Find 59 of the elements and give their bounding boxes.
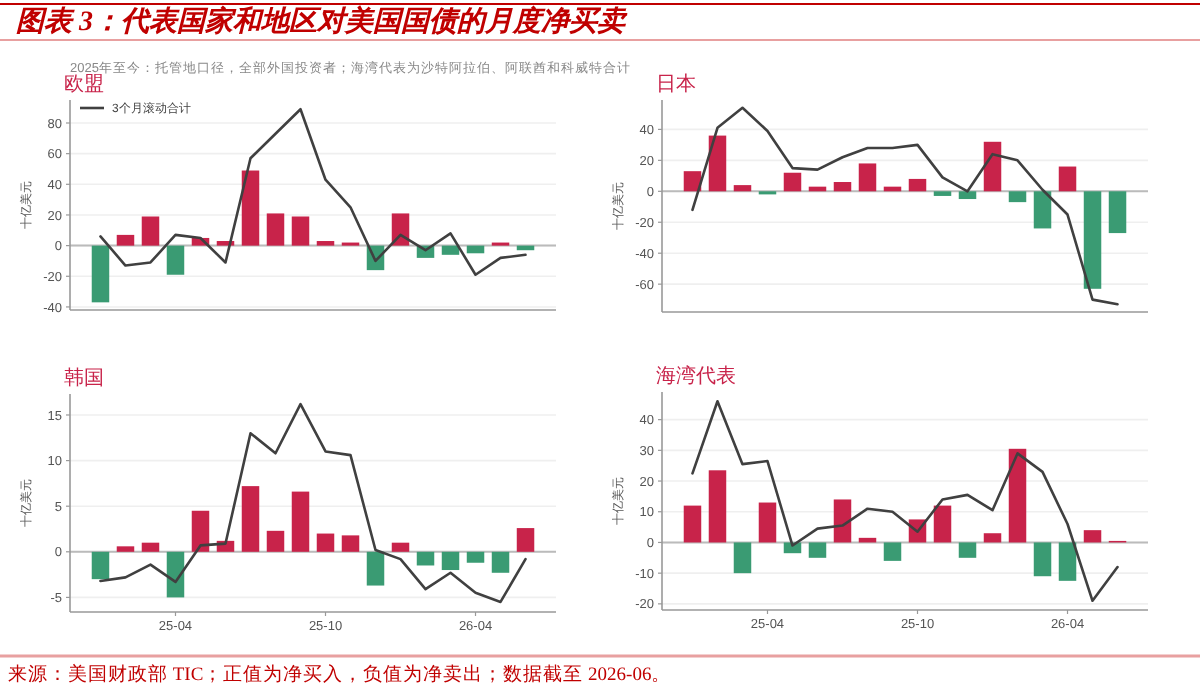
bar [833,499,852,543]
bar [241,170,260,246]
bar [491,551,510,573]
text: 图表 3：代表国家和地区对美国国债的月度净买卖 [16,4,629,38]
bar [1008,448,1027,543]
bar [341,535,360,552]
bar [166,245,185,275]
bar [858,163,877,192]
bar [116,234,135,246]
bar [1108,191,1127,234]
bar [1033,191,1052,229]
bar [441,245,460,255]
chart-title: 海湾代表 [656,364,736,388]
bar [466,551,485,563]
bar [516,528,535,552]
bar [758,502,777,543]
bar [983,533,1002,543]
bar [708,135,727,192]
bar [416,551,435,566]
source-note: 来源：美国财政部 TIC；正值为净买入，负值为净卖出；数据截至 2026-06。 [8,662,672,686]
bar [441,551,460,571]
bar [1058,542,1077,581]
bar [391,542,410,552]
bar [141,542,160,552]
bar [1033,542,1052,577]
line-series [691,106,1119,306]
bar [733,542,752,574]
chart-title: 欧盟 [64,72,104,96]
bar [958,542,977,558]
bar [241,486,260,552]
line-series [691,399,1119,603]
bar [783,172,802,192]
bar [1083,530,1102,543]
bar [1083,191,1102,289]
bar [958,191,977,200]
bar [366,551,385,586]
bar [116,546,135,552]
bar [733,185,752,192]
bar [141,216,160,246]
bar [91,245,110,303]
bar [316,533,335,552]
bar [683,505,702,543]
bar [266,213,285,246]
line-series [99,402,527,604]
bar [191,510,210,552]
bar [1058,166,1077,192]
bar [808,542,827,558]
chart-title: 韩国 [64,366,104,390]
bar [708,470,727,543]
bar [91,551,110,580]
bar [1008,191,1027,203]
bar [933,505,952,543]
chart-title: 日本 [656,72,696,96]
bar [908,178,927,192]
bar [291,216,310,246]
bar [266,530,285,552]
bar [833,182,852,192]
bar [291,491,310,552]
bar [883,542,902,561]
